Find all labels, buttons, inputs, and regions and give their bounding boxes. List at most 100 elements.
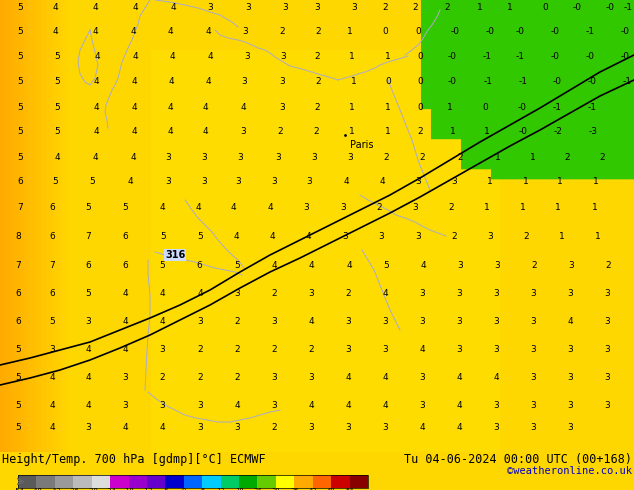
Text: 4: 4	[131, 127, 137, 137]
Text: 4: 4	[169, 52, 175, 62]
Text: 4: 4	[130, 27, 136, 36]
Bar	[18, 475, 36, 488]
Text: 1: 1	[484, 202, 490, 212]
Text: -1: -1	[519, 77, 527, 87]
Text: 2: 2	[412, 3, 418, 13]
Text: 30: 30	[271, 489, 280, 490]
Text: -1: -1	[586, 27, 595, 36]
Text: 3: 3	[234, 423, 240, 433]
Text: 1: 1	[349, 127, 355, 137]
Text: 3: 3	[271, 400, 277, 410]
Text: 0: 0	[385, 77, 391, 87]
Text: 2: 2	[531, 261, 537, 270]
Text: 4: 4	[167, 127, 173, 137]
Text: 1: 1	[385, 127, 391, 137]
Text: 4: 4	[202, 102, 208, 112]
Text: 5: 5	[159, 261, 165, 270]
Text: -3: -3	[588, 127, 597, 137]
Text: 4: 4	[382, 400, 388, 410]
Text: 5: 5	[197, 232, 203, 242]
Text: -0: -0	[486, 27, 495, 36]
Text: 3: 3	[280, 52, 286, 62]
Text: 4: 4	[195, 202, 201, 212]
Text: 1: 1	[450, 127, 456, 137]
Text: 3: 3	[419, 289, 425, 297]
Text: 2: 2	[599, 152, 605, 162]
Text: 2: 2	[605, 261, 611, 270]
Text: 3: 3	[567, 289, 573, 297]
Bar	[92, 475, 110, 488]
Text: 1: 1	[349, 52, 355, 62]
Text: 3: 3	[567, 400, 573, 410]
Text: 6: 6	[200, 489, 204, 490]
Text: ©weatheronline.co.uk: ©weatheronline.co.uk	[507, 466, 632, 476]
Text: 3: 3	[159, 400, 165, 410]
Text: 5: 5	[17, 127, 23, 137]
Text: 2: 2	[314, 102, 320, 112]
Text: -1: -1	[588, 102, 597, 112]
Text: 5: 5	[15, 423, 21, 433]
Text: 3: 3	[493, 289, 499, 297]
Text: 3: 3	[530, 400, 536, 410]
Text: 0: 0	[415, 27, 421, 36]
Text: 1: 1	[507, 3, 513, 13]
Text: 2: 2	[234, 372, 240, 382]
Text: 4: 4	[49, 372, 55, 382]
Bar	[129, 475, 147, 488]
Text: 3: 3	[419, 400, 425, 410]
Text: 4: 4	[419, 423, 425, 433]
Text: 2: 2	[417, 127, 423, 137]
Text: 3: 3	[271, 177, 277, 187]
Text: 3: 3	[244, 52, 250, 62]
Text: 0: 0	[417, 52, 423, 62]
Text: 3: 3	[159, 344, 165, 353]
Text: -0: -0	[621, 52, 630, 62]
Text: 3: 3	[279, 77, 285, 87]
Text: 3: 3	[271, 372, 277, 382]
Text: 4: 4	[271, 261, 277, 270]
Text: 4: 4	[419, 344, 425, 353]
Text: 6: 6	[122, 232, 128, 242]
Text: 2: 2	[159, 372, 165, 382]
Text: 5: 5	[17, 52, 23, 62]
Text: 3: 3	[240, 127, 246, 137]
Text: 3: 3	[457, 261, 463, 270]
Text: -0: -0	[588, 77, 597, 87]
Text: 5: 5	[383, 261, 389, 270]
Text: -0: -0	[552, 77, 562, 87]
Text: -36: -36	[67, 489, 80, 490]
Text: 4: 4	[382, 289, 388, 297]
Text: 4: 4	[240, 102, 246, 112]
Text: -0: -0	[550, 52, 559, 62]
Text: 4: 4	[92, 3, 98, 13]
Text: 5: 5	[85, 202, 91, 212]
Text: 4: 4	[52, 27, 58, 36]
Text: 4: 4	[122, 423, 128, 433]
Text: -0: -0	[550, 27, 559, 36]
Text: 42: 42	[309, 489, 317, 490]
Text: 5: 5	[17, 152, 23, 162]
Text: 1: 1	[557, 177, 563, 187]
Text: 4: 4	[130, 152, 136, 162]
Text: 3: 3	[306, 177, 312, 187]
Text: 7: 7	[49, 261, 55, 270]
Bar	[18, 475, 368, 488]
Text: 3: 3	[241, 77, 247, 87]
Text: 4: 4	[456, 423, 462, 433]
Text: 1: 1	[484, 127, 490, 137]
Text: 3: 3	[493, 344, 499, 353]
Text: 3: 3	[197, 400, 203, 410]
Text: 6: 6	[49, 289, 55, 297]
Bar	[74, 475, 92, 488]
Text: 4: 4	[132, 52, 138, 62]
Text: 5: 5	[15, 372, 21, 382]
Text: -1: -1	[482, 52, 491, 62]
Text: 3: 3	[568, 261, 574, 270]
Text: 2: 2	[271, 289, 277, 297]
Text: 4: 4	[207, 52, 213, 62]
Text: 5: 5	[17, 77, 23, 87]
Text: 3: 3	[530, 372, 536, 382]
Text: 6: 6	[15, 317, 21, 325]
Text: 3: 3	[456, 344, 462, 353]
Text: 1: 1	[523, 177, 529, 187]
